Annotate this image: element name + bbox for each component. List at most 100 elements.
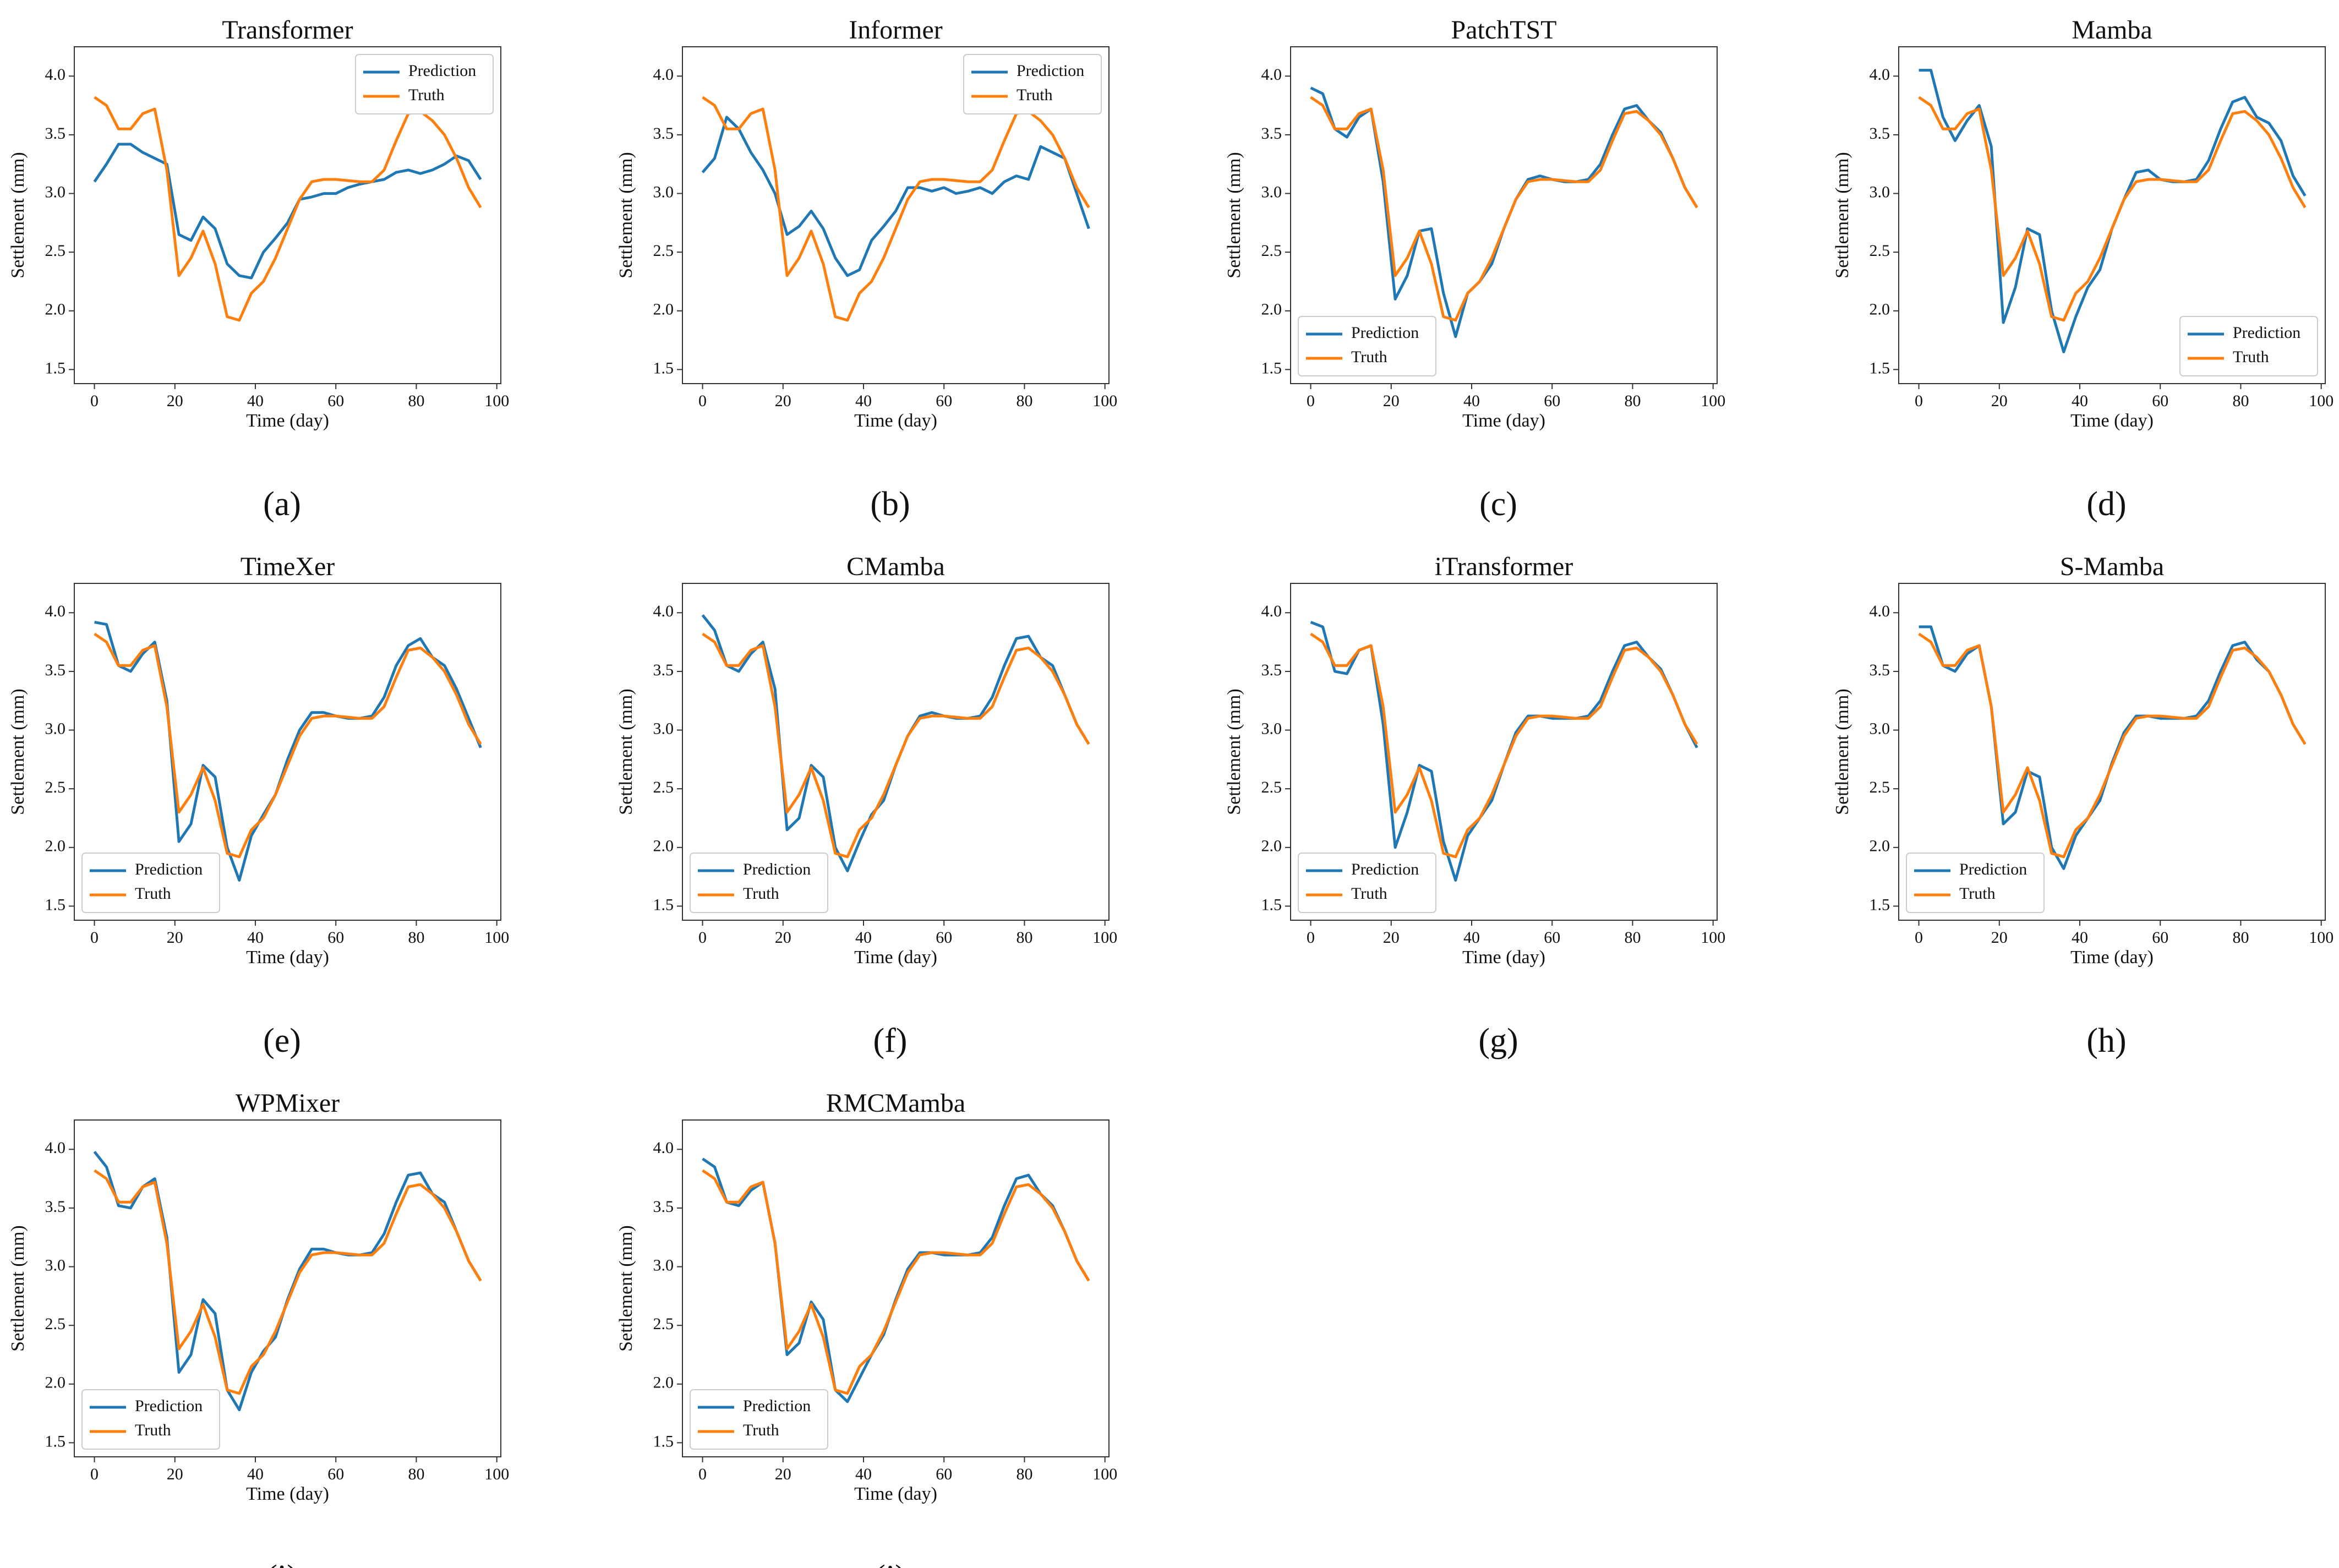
chart-title: Mamba bbox=[2072, 15, 2152, 45]
legend-label: Prediction bbox=[1351, 860, 1419, 878]
x-tick-label: 0 bbox=[90, 928, 99, 947]
x-tick-label: 40 bbox=[247, 392, 264, 410]
legend-box bbox=[1906, 853, 2045, 913]
legend-label: Truth bbox=[1351, 348, 1387, 366]
legend-box bbox=[1298, 316, 1436, 376]
y-tick-label: 3.0 bbox=[1870, 183, 1890, 201]
x-tick-label: 80 bbox=[1624, 392, 1641, 410]
legend-label: Prediction bbox=[2233, 324, 2300, 342]
y-tick-label: 3.0 bbox=[45, 183, 66, 201]
y-tick-label: 3.5 bbox=[653, 1198, 674, 1216]
x-tick-label: 40 bbox=[247, 1465, 264, 1483]
x-tick-label: 80 bbox=[1016, 392, 1032, 410]
legend-label: Prediction bbox=[1017, 62, 1084, 80]
y-tick-label: 2.5 bbox=[653, 242, 674, 260]
legend-box bbox=[81, 1389, 220, 1450]
y-axis-label: Settlement (mm) bbox=[1224, 689, 1244, 815]
chart-title: CMamba bbox=[846, 552, 945, 581]
y-tick-label: 1.5 bbox=[1261, 359, 1282, 377]
x-axis-label: Time (day) bbox=[1462, 947, 1545, 968]
y-tick-label: 2.0 bbox=[45, 1374, 66, 1392]
y-tick-label: 4.0 bbox=[653, 1139, 674, 1157]
series-line bbox=[701, 614, 1090, 872]
y-tick-label: 1.5 bbox=[45, 895, 66, 914]
chart-title: RMCMamba bbox=[826, 1089, 965, 1118]
y-tick-label: 4.0 bbox=[653, 602, 674, 620]
x-tick-label: 60 bbox=[936, 1465, 952, 1483]
legend-label: Prediction bbox=[1959, 860, 2027, 878]
series-line bbox=[1918, 96, 2307, 322]
x-tick-label: 100 bbox=[1092, 392, 1117, 410]
y-axis-label: Settlement (mm) bbox=[8, 152, 28, 278]
x-tick-label: 20 bbox=[775, 392, 791, 410]
y-tick-label: 1.5 bbox=[45, 359, 66, 377]
y-axis-label: Settlement (mm) bbox=[1832, 689, 1852, 815]
x-tick-label: 60 bbox=[936, 392, 952, 410]
x-tick-label: 40 bbox=[855, 1465, 872, 1483]
x-tick-label: 80 bbox=[408, 392, 424, 410]
legend-label: Truth bbox=[408, 86, 445, 104]
y-tick-label: 3.5 bbox=[653, 124, 674, 143]
series-line bbox=[94, 96, 482, 322]
y-tick-label: 4.0 bbox=[1870, 65, 1890, 84]
legend-label: Truth bbox=[1017, 86, 1053, 104]
legend-box bbox=[1298, 853, 1436, 913]
x-tick-label: 0 bbox=[1915, 392, 1923, 410]
y-tick-label: 3.5 bbox=[1261, 661, 1282, 679]
y-axis-label: Settlement (mm) bbox=[616, 1225, 636, 1351]
legend-label: Truth bbox=[743, 1421, 779, 1439]
x-axis-label: Time (day) bbox=[2070, 411, 2154, 431]
legend-box bbox=[690, 1389, 828, 1450]
y-tick-label: 4.0 bbox=[45, 602, 66, 620]
x-tick-label: 60 bbox=[1544, 928, 1560, 947]
x-axis-label: Time (day) bbox=[246, 411, 329, 431]
legend-label: Prediction bbox=[408, 62, 476, 80]
y-tick-label: 2.0 bbox=[653, 1374, 674, 1392]
y-tick-label: 2.0 bbox=[1261, 301, 1282, 319]
series-line bbox=[1310, 632, 1698, 859]
y-tick-label: 3.0 bbox=[1870, 719, 1890, 737]
y-tick-label: 3.0 bbox=[45, 1256, 66, 1274]
legend-label: Truth bbox=[1959, 884, 1996, 903]
x-axis-label: Time (day) bbox=[2070, 947, 2154, 968]
plot-frame bbox=[1290, 46, 1718, 384]
x-tick-label: 100 bbox=[2309, 392, 2333, 410]
y-tick-label: 3.5 bbox=[1870, 661, 1890, 679]
y-tick-label: 3.5 bbox=[653, 661, 674, 679]
series-line bbox=[702, 1169, 1090, 1395]
series-line bbox=[1918, 632, 2307, 859]
chart-title: S-Mamba bbox=[2060, 552, 2164, 581]
y-tick-label: 3.0 bbox=[653, 719, 674, 737]
y-tick-label: 3.5 bbox=[1261, 124, 1282, 143]
legend-label: Prediction bbox=[743, 1397, 811, 1415]
plot-frame bbox=[1898, 46, 2326, 384]
x-tick-label: 60 bbox=[936, 928, 952, 947]
y-tick-label: 2.5 bbox=[45, 242, 66, 260]
x-tick-label: 100 bbox=[484, 392, 509, 410]
panel-label: (h) bbox=[2086, 1022, 2126, 1059]
y-tick-label: 4.0 bbox=[1261, 602, 1282, 620]
y-tick-label: 3.0 bbox=[653, 1256, 674, 1274]
plot-frame bbox=[74, 1119, 501, 1457]
panel-label: (a) bbox=[263, 485, 301, 523]
y-tick-label: 2.5 bbox=[45, 778, 66, 796]
y-axis-label: Settlement (mm) bbox=[8, 1225, 28, 1351]
y-tick-label: 2.0 bbox=[653, 301, 674, 319]
x-axis-label: Time (day) bbox=[246, 947, 329, 968]
x-axis-label: Time (day) bbox=[854, 411, 937, 431]
chart-title: TimeXer bbox=[241, 552, 335, 581]
y-tick-label: 1.5 bbox=[653, 895, 674, 914]
series-line bbox=[93, 143, 482, 280]
legend-box bbox=[355, 54, 494, 114]
y-tick-label: 2.0 bbox=[1261, 837, 1282, 855]
series-line bbox=[1919, 625, 2307, 870]
y-tick-label: 3.5 bbox=[45, 661, 66, 679]
chart-title: Informer bbox=[849, 15, 943, 45]
panel-label: (e) bbox=[263, 1022, 301, 1059]
legend-label: Truth bbox=[135, 1421, 171, 1439]
x-tick-label: 40 bbox=[2072, 392, 2088, 410]
y-tick-label: 2.5 bbox=[653, 1315, 674, 1333]
y-tick-label: 2.0 bbox=[1870, 837, 1890, 855]
legend-label: Truth bbox=[743, 884, 779, 903]
